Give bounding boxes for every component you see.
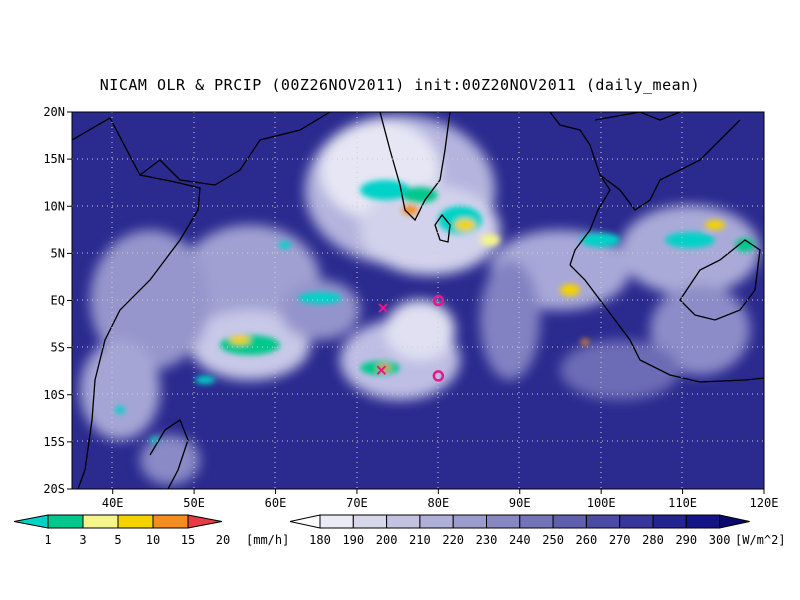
olr-scale-label: 240 <box>509 533 531 547</box>
precip-scale-box <box>152 514 189 529</box>
y-tick-label: 10S <box>43 388 65 402</box>
map-title: NICAM OLR & PRCIP (00Z26NOV2011) init:00… <box>99 76 701 94</box>
precip-scale-high-triangle <box>187 514 223 529</box>
olr-scale-box <box>519 514 554 529</box>
precip-scale-low-triangle <box>13 514 49 529</box>
olr-scale-box <box>552 514 587 529</box>
olr-scale-high-triangle <box>719 514 750 529</box>
olr-scale-box <box>652 514 687 529</box>
precip-colorbar: 1 3 5 10 15 20 [mm/h] <box>13 514 289 547</box>
axes: 40E 50E 60E 70E 80E 90E 100E 110E 120E 20N 15N 10N 5… <box>43 105 778 510</box>
olr-scale-box <box>352 514 388 529</box>
olr-scale-box <box>419 514 454 529</box>
precip-scale-label: 5 <box>114 533 121 547</box>
y-tick-label: 5N <box>51 246 65 260</box>
precip-field <box>115 180 755 443</box>
madagascar-coast <box>149 419 189 489</box>
x-tick-label: 40E <box>102 496 124 510</box>
coastlines <box>72 112 764 489</box>
x-tick-label: 70E <box>346 496 368 510</box>
y-tick-label: EQ <box>51 294 65 308</box>
cross-marker <box>378 303 388 313</box>
storm-markers <box>376 294 445 382</box>
myanmar-coast <box>549 112 611 266</box>
sri-lanka-coast <box>434 213 451 243</box>
olr-scale-label: 190 <box>342 533 364 547</box>
olr-scale-box <box>386 514 421 529</box>
olr-scale-label: 280 <box>642 533 664 547</box>
circle-marker <box>432 370 445 382</box>
sumatra-java-coast <box>569 264 764 383</box>
x-tick-label: 120E <box>750 496 779 510</box>
olr-scale-label: 300 <box>709 533 731 547</box>
grid-lines <box>72 112 764 489</box>
olr-scale-label: 230 <box>476 533 498 547</box>
olr-scale-label: 260 <box>576 533 598 547</box>
x-tick-label: 90E <box>509 496 531 510</box>
precip-scale-label: 10 <box>146 533 160 547</box>
precip-scale-box <box>47 514 84 529</box>
olr-scale-low-triangle <box>289 514 321 529</box>
precip-scale-label: 20 <box>216 533 230 547</box>
x-tick-label: 100E <box>587 496 616 510</box>
y-tick-label: 20N <box>43 105 65 119</box>
borneo-coast <box>679 239 761 321</box>
x-tick-label: 60E <box>265 496 287 510</box>
precip-scale-box <box>117 514 154 529</box>
y-tick-label: 15S <box>43 435 65 449</box>
precip-scale-label: 3 <box>79 533 86 547</box>
map-field <box>72 112 764 489</box>
olr-scale-box <box>685 514 721 529</box>
olr-scale-box <box>319 514 354 529</box>
olr-scale-label: 220 <box>442 533 464 547</box>
olr-scale-box <box>486 514 521 529</box>
x-tick-label: 110E <box>668 496 697 510</box>
y-tick-label: 20S <box>43 482 65 496</box>
x-tick-label: 50E <box>183 496 205 510</box>
circle-marker <box>432 294 445 307</box>
olr-scale-label: 180 <box>309 533 331 547</box>
y-tick-label: 5S <box>51 341 65 355</box>
olr-scale-label: 200 <box>376 533 398 547</box>
x-tick-label: 80E <box>428 496 450 510</box>
olr-scale-unit: [W/m^2] <box>735 533 786 547</box>
arabia-coast <box>139 112 331 186</box>
olr-scale-box <box>585 514 621 529</box>
china-coast <box>594 112 681 121</box>
olr-scale-label: 250 <box>542 533 564 547</box>
india-coast <box>379 112 451 222</box>
africa-coast <box>72 117 201 489</box>
precip-scale-box <box>82 514 119 529</box>
y-tick-label: 15N <box>43 152 65 166</box>
olr-colorbar: 180 190 200 210 220 230 240 250 260 270 280 290 300 [… <box>289 514 786 547</box>
olr-scale-label: 210 <box>409 533 431 547</box>
precip-scale-unit: [mm/h] <box>246 533 289 547</box>
olr-scale-box <box>452 514 488 529</box>
olr-scale-box <box>619 514 654 529</box>
olr-cloud-field <box>80 115 760 485</box>
precip-scale-label: 15 <box>181 533 195 547</box>
y-tick-label: 10N <box>43 199 65 213</box>
olr-scale-label: 290 <box>675 533 697 547</box>
olr-scale-label: 270 <box>609 533 631 547</box>
precip-scale-label: 1 <box>44 533 51 547</box>
cross-marker <box>376 365 387 375</box>
indochina-coast <box>599 119 741 211</box>
